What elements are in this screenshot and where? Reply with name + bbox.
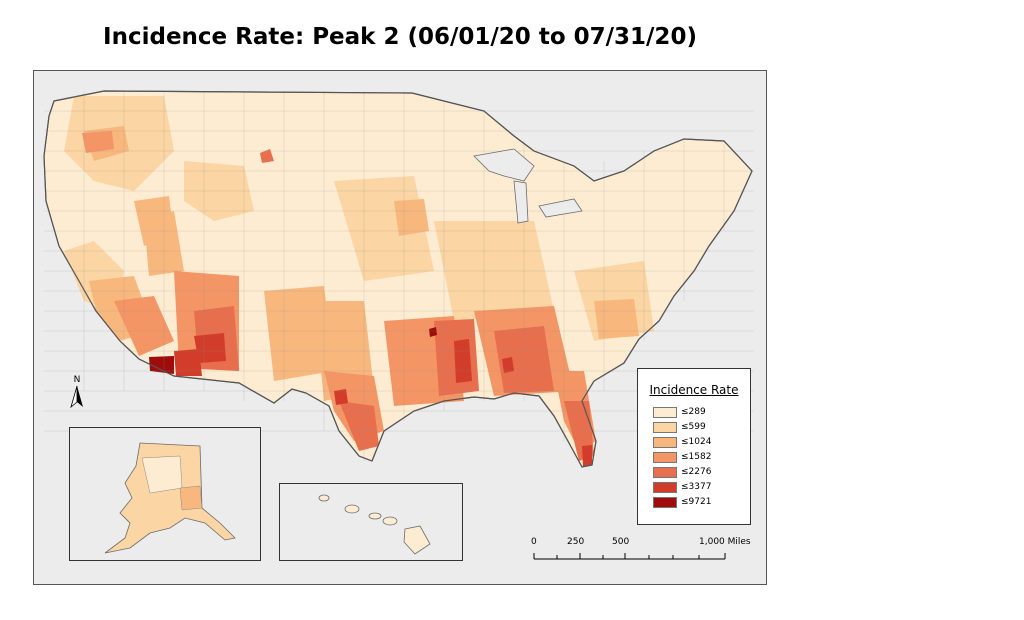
legend-title: Incidence Rate: [649, 383, 739, 397]
region-2276: [339, 401, 379, 451]
legend-label: ≤289: [681, 407, 706, 417]
legend-label: ≤1582: [681, 452, 712, 462]
map-title: Incidence Rate: Peak 2 (06/01/20 to 07/3…: [103, 24, 697, 50]
north-label: N: [73, 375, 81, 385]
scale-label: 250: [567, 537, 585, 547]
north-arrow-icon: [70, 385, 83, 409]
region-1582: [82, 131, 114, 153]
conterminous-us-map: [43, 90, 754, 468]
alaska-inset: [69, 427, 261, 561]
legend-label: ≤599: [681, 422, 706, 432]
legend-item: ≤2276: [653, 466, 711, 478]
hawaii-map: [318, 494, 431, 555]
region-1024: [394, 199, 429, 236]
hawaii-inset: [279, 483, 463, 561]
county-choropleth: [64, 96, 654, 467]
legend-item: ≤1024: [653, 436, 711, 448]
legend-swatch: [653, 436, 677, 448]
north-arrow: N: [68, 375, 86, 413]
legend-label: ≤1024: [681, 437, 712, 447]
region-3377: [582, 445, 592, 467]
legend-swatch: [653, 421, 677, 433]
map-frame: N Incidence Rate ≤289 ≤599: [33, 70, 767, 585]
scale-bar: 0 250 500 1,000 Miles: [524, 537, 764, 567]
legend-swatch: [653, 406, 677, 418]
county-boundaries: [44, 91, 754, 461]
legend-label: ≤3377: [681, 482, 712, 492]
scale-label: 0: [531, 537, 537, 547]
legend-label: ≤2276: [681, 467, 712, 477]
region-3377: [194, 333, 226, 363]
region-1024: [594, 299, 639, 339]
legend-item: ≤9721: [653, 496, 711, 508]
legend-swatch: [653, 466, 677, 478]
region-3377: [502, 357, 514, 373]
legend-swatch: [653, 496, 677, 508]
legend-item: ≤1582: [653, 451, 711, 463]
region-3377: [334, 389, 348, 405]
legend: Incidence Rate ≤289 ≤599 ≤1024 ≤1582 ≤22…: [637, 368, 751, 525]
region-9721: [149, 356, 174, 374]
legend-item: ≤3377: [653, 481, 711, 493]
scale-label: 1,000 Miles: [699, 537, 751, 547]
scale-bar-graphic: [533, 553, 726, 560]
legend-item: ≤599: [653, 421, 706, 433]
great-lakes: [473, 148, 583, 224]
region-2276: [260, 149, 274, 163]
region-599: [184, 161, 254, 221]
legend-swatch: [653, 451, 677, 463]
region-3377: [174, 349, 202, 376]
us-outline-stroke: [43, 90, 753, 468]
legend-item: ≤289: [653, 406, 706, 418]
region-2276: [494, 326, 554, 393]
region-1024: [144, 211, 184, 276]
region-1582: [114, 296, 174, 356]
region-599: [434, 221, 554, 321]
alaska-map: [104, 442, 236, 554]
region-9721: [429, 327, 437, 337]
region-3377: [454, 339, 472, 383]
legend-label: ≤9721: [681, 497, 712, 507]
scale-label: 500: [612, 537, 630, 547]
legend-swatch: [653, 481, 677, 493]
